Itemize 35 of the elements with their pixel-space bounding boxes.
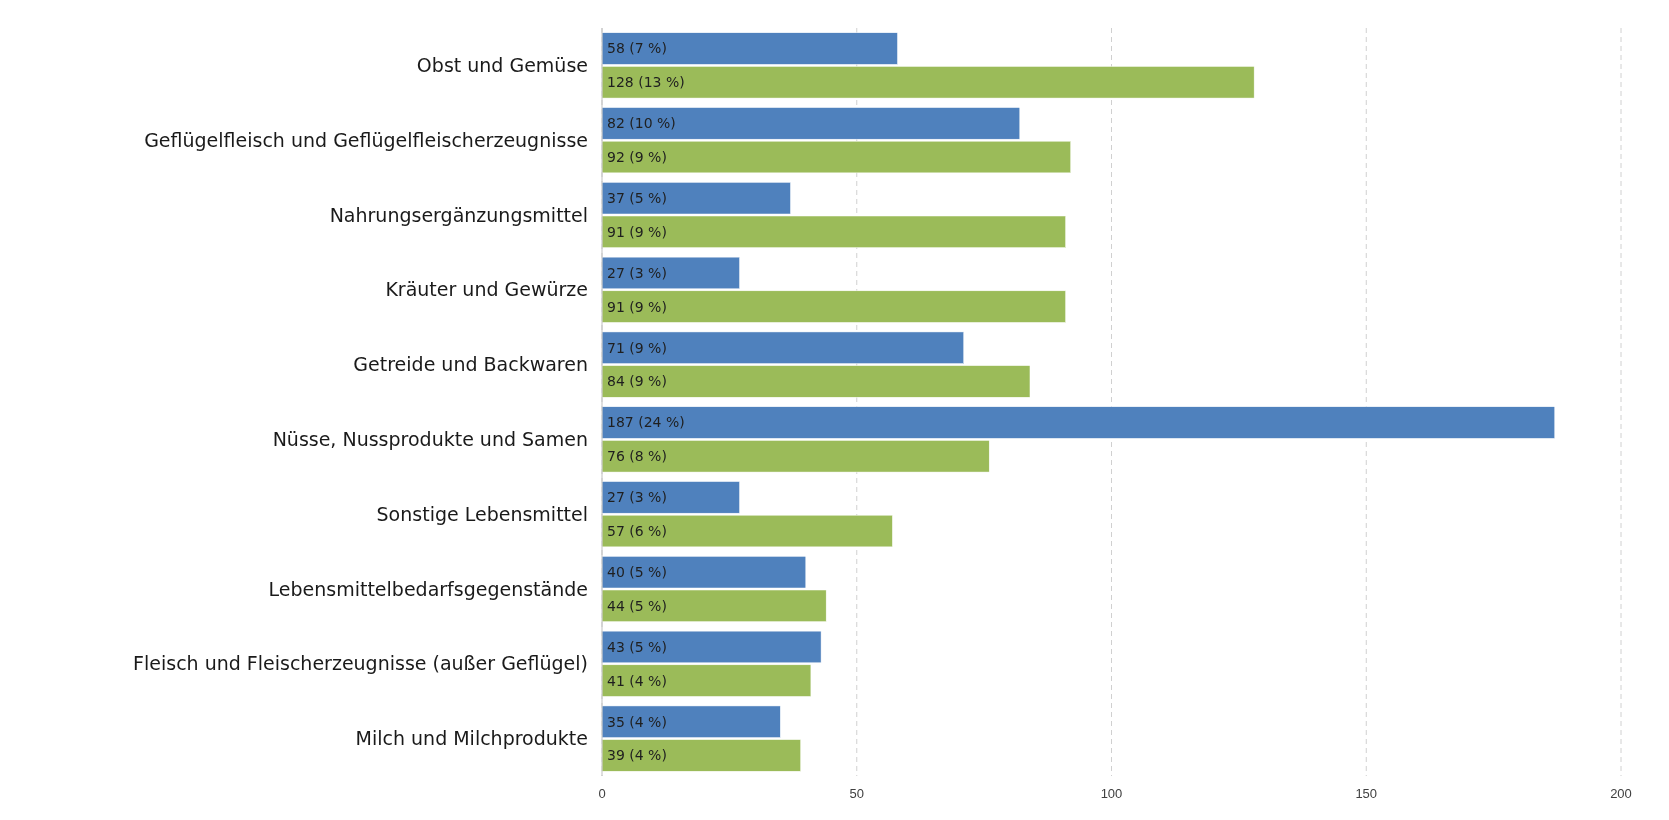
data-label: 27 (3 %): [607, 489, 667, 506]
x-tick-label: 150: [1355, 786, 1378, 801]
data-label: 43 (5 %): [607, 638, 667, 655]
data-label: 57 (6 %): [607, 522, 667, 539]
y-tick-label: Nahrungsergänzungsmittel: [329, 203, 588, 226]
data-label: 84 (9 %): [607, 373, 667, 390]
data-label: 58 (7 %): [607, 40, 667, 57]
data-label: 76 (8 %): [607, 448, 667, 465]
data-label: 82 (10 %): [607, 115, 676, 132]
data-label: 91 (9 %): [607, 223, 667, 240]
y-tick-label: Nüsse, Nussprodukte und Samen: [272, 428, 588, 451]
data-label: 40 (5 %): [607, 564, 667, 581]
y-tick-label: Fleisch und Fleischerzeugnisse (außer Geflügel): [133, 652, 588, 675]
y-tick-label: Kräuter und Gewürze: [385, 278, 588, 301]
data-label: 37 (5 %): [607, 190, 667, 207]
data-label: 41 (4 %): [607, 672, 667, 689]
data-label: 39 (4 %): [607, 747, 667, 764]
y-tick-label: Lebensmittelbedarfsgegenstände: [268, 577, 588, 600]
data-label: 35 (4 %): [607, 713, 667, 730]
data-label: 44 (5 %): [607, 597, 667, 614]
data-label: 71 (9 %): [607, 339, 667, 356]
data-label: 187 (24 %): [607, 414, 685, 431]
data-label: 91 (9 %): [607, 298, 667, 315]
y-tick-label: Sonstige Lebensmittel: [376, 502, 588, 525]
x-tick-label: 200: [1610, 786, 1632, 801]
x-tick-label: 0: [598, 786, 606, 801]
data-label: 128 (13 %): [607, 74, 685, 91]
y-tick-label: Obst und Gemüse: [416, 54, 588, 77]
x-tick-label: 50: [849, 786, 864, 801]
y-tick-label: Getreide und Backwaren: [353, 353, 588, 376]
y-tick-label: Geflügelfleisch und Geflügelfleischerzeugnisse: [144, 128, 588, 151]
data-label: 92 (9 %): [607, 148, 667, 165]
data-label: 27 (3 %): [607, 264, 667, 281]
x-tick-label: 100: [1100, 786, 1123, 801]
y-tick-label: Milch und Milchprodukte: [355, 727, 588, 750]
